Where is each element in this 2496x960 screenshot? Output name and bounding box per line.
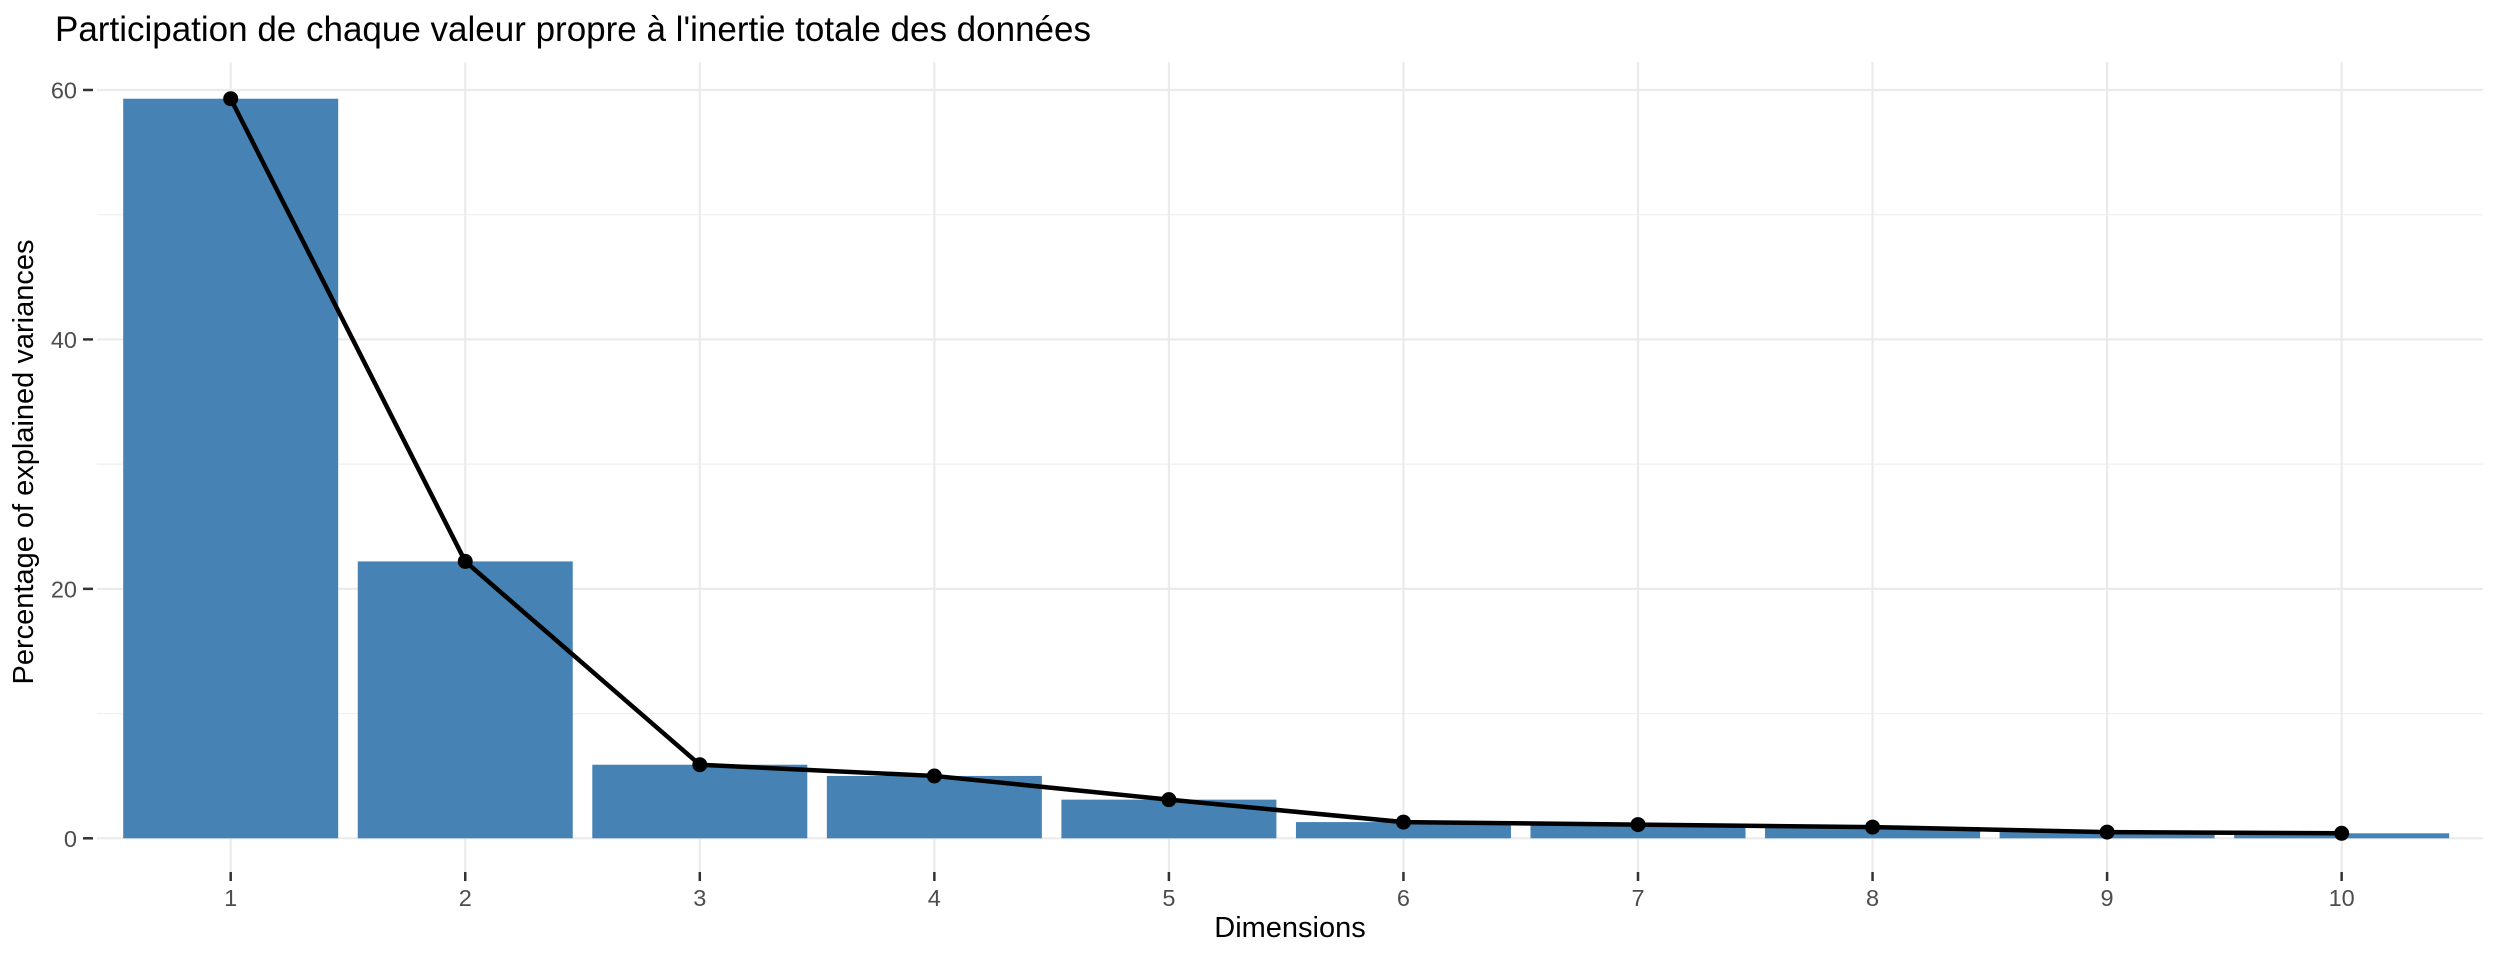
bar-dim-3 bbox=[592, 764, 808, 839]
x-tick-label-8: 8 bbox=[1866, 885, 1879, 911]
bar-dim-6 bbox=[1295, 822, 1511, 839]
point-dim-10 bbox=[2334, 825, 2350, 841]
x-tick-label-4: 4 bbox=[928, 885, 941, 911]
point-dim-9 bbox=[2099, 824, 2115, 840]
plot-title: Participation de chaque valeur propre à … bbox=[55, 10, 1091, 49]
bar-dim-4 bbox=[826, 775, 1042, 839]
x-tick-label-5: 5 bbox=[1162, 885, 1175, 911]
x-tick-label-2: 2 bbox=[459, 885, 472, 911]
point-dim-2 bbox=[457, 553, 473, 569]
point-dim-7 bbox=[1630, 817, 1646, 833]
point-dim-4 bbox=[926, 768, 942, 784]
grid-layer bbox=[97, 62, 2483, 872]
point-dim-3 bbox=[692, 757, 708, 773]
point-dim-6 bbox=[1395, 814, 1411, 830]
x-tick-label-6: 6 bbox=[1397, 885, 1410, 911]
y-tick-label-60: 60 bbox=[51, 77, 77, 103]
x-tick-label-1: 1 bbox=[224, 885, 237, 911]
point-dim-8 bbox=[1865, 819, 1881, 835]
bars-layer bbox=[123, 98, 2450, 839]
y-tick-label-0: 0 bbox=[64, 826, 77, 852]
y-tick-label-40: 40 bbox=[51, 327, 77, 353]
y-axis-title: Percentage of explained variances bbox=[8, 240, 40, 685]
x-axis-title: Dimensions bbox=[1214, 912, 1366, 944]
x-tick-label-9: 9 bbox=[2101, 885, 2114, 911]
point-dim-1 bbox=[223, 91, 239, 107]
variance-line bbox=[228, 96, 2344, 836]
y-tick-label-20: 20 bbox=[51, 576, 77, 602]
x-tick-label-10: 10 bbox=[2329, 885, 2355, 911]
bar-dim-1 bbox=[123, 98, 339, 839]
x-tick-label-7: 7 bbox=[1631, 885, 1644, 911]
axis-layer: 0 20 40 60 1 2 3 4 5 6 7 8 9 10 bbox=[51, 77, 2355, 911]
line-layer bbox=[223, 91, 2350, 841]
x-tick-label-3: 3 bbox=[693, 885, 706, 911]
point-dim-5 bbox=[1161, 792, 1177, 808]
bar-dim-2 bbox=[357, 561, 573, 839]
